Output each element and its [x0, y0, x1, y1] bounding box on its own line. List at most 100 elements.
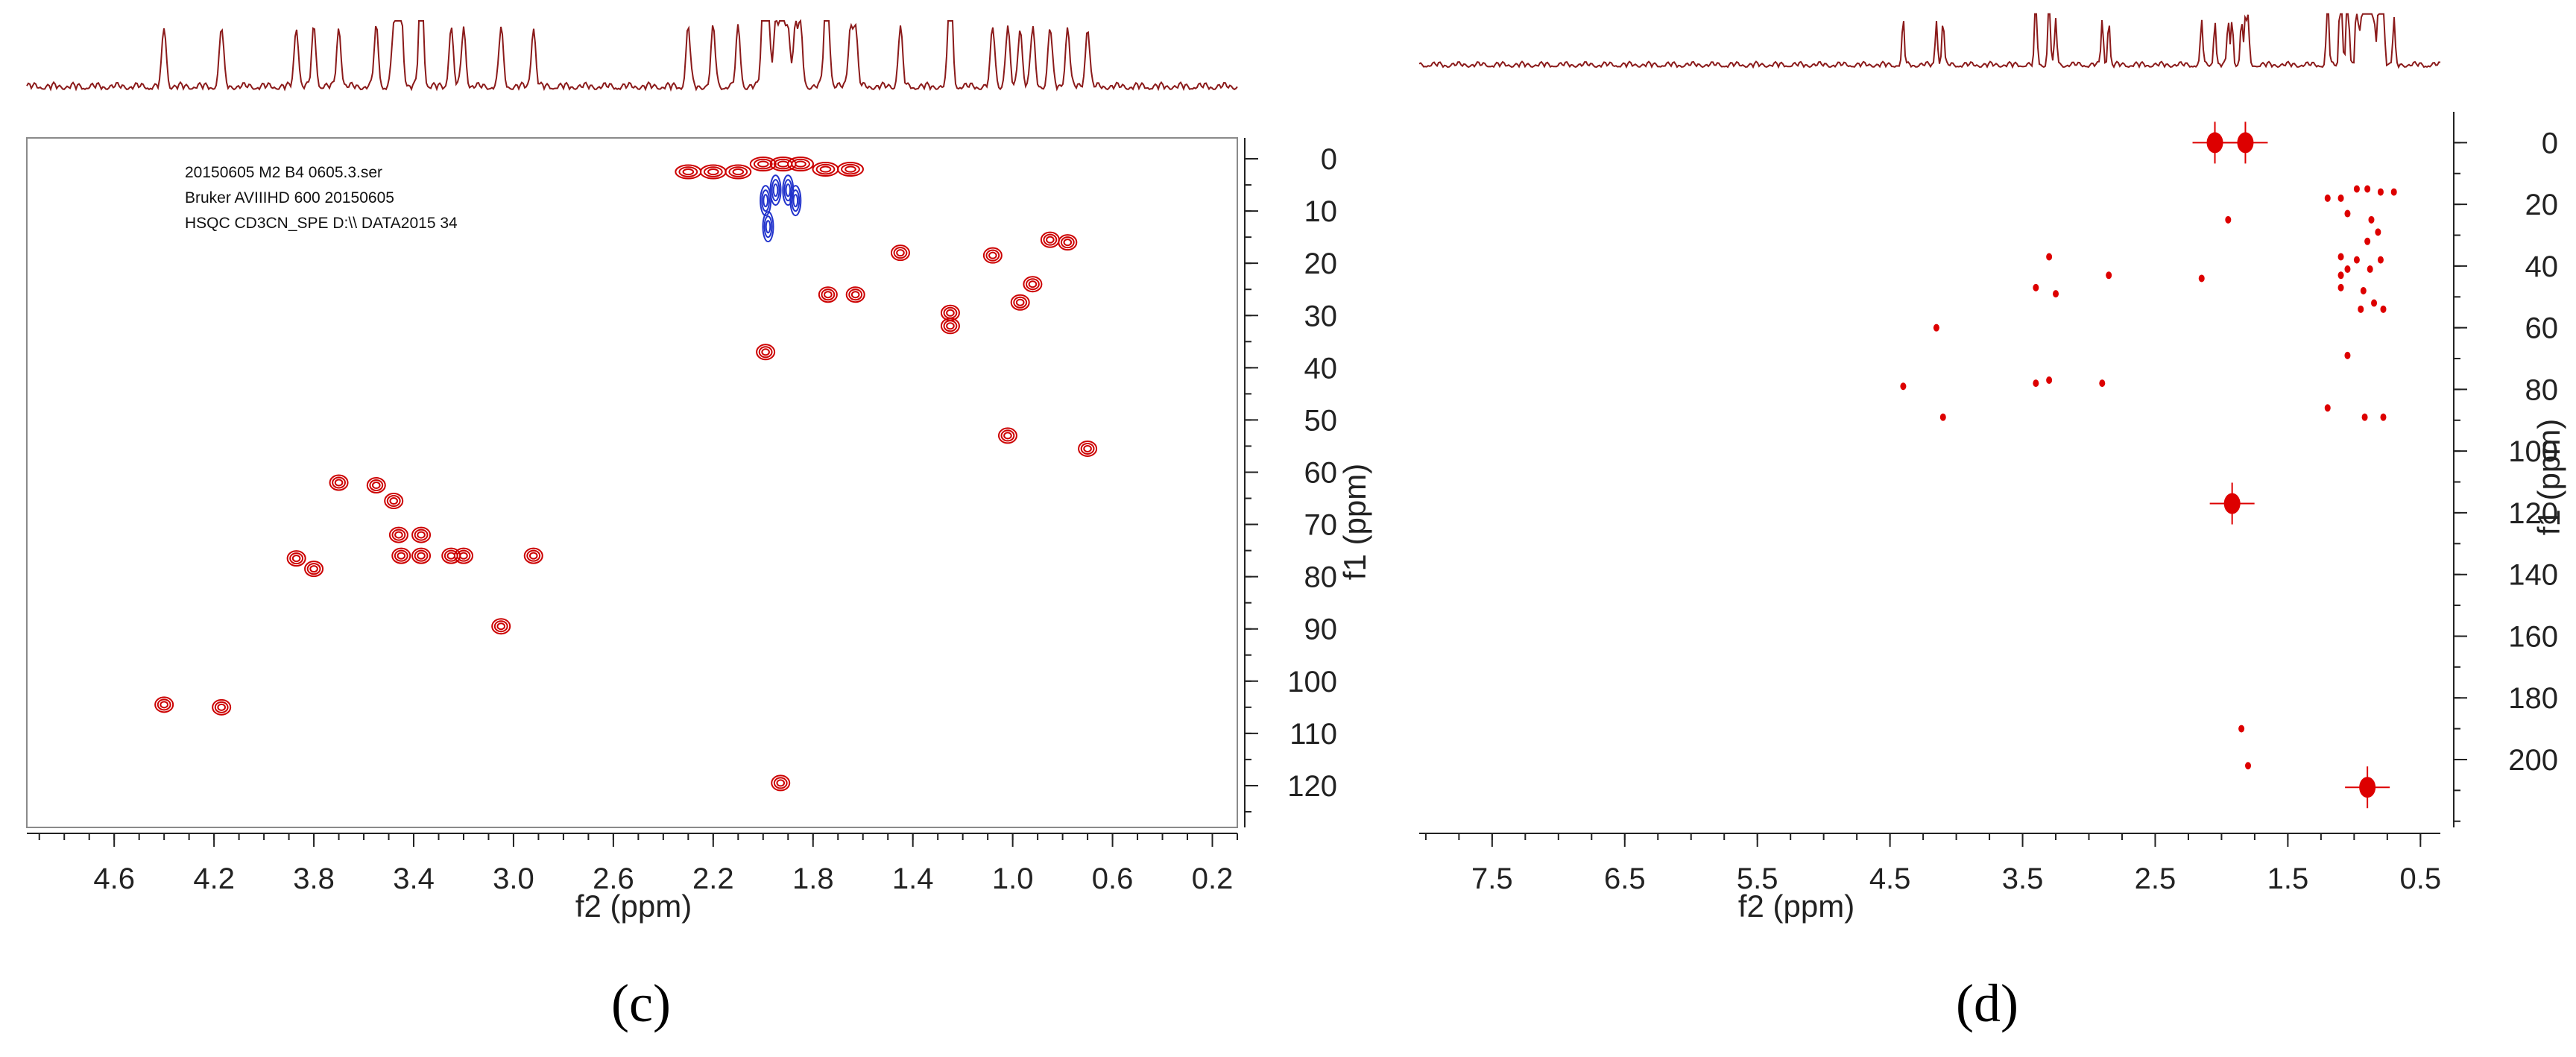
panel-c-y-tick-label: 50 — [1304, 404, 1338, 437]
panel-c-x-tick-label: 3.0 — [493, 862, 534, 895]
panel-d-positive-peak — [2377, 256, 2384, 264]
panel-d-x-tick-label: 3.5 — [2002, 862, 2044, 895]
panel-c-positive-peak — [1058, 234, 1078, 251]
panel-c-contour-ring — [1046, 236, 1055, 244]
panel-c-contour-ring — [841, 163, 860, 175]
panel-c-contour-ring — [388, 526, 408, 543]
panel-d-y-tick-label: 200 — [2508, 744, 2558, 777]
panel-d-peak-dot — [2377, 256, 2384, 264]
panel-c-contour-ring — [982, 247, 1003, 264]
panel-d-positive-peak — [2198, 274, 2205, 283]
panel-d-plot-frame — [1419, 127, 2440, 827]
panel-c-contour-ring — [1000, 429, 1015, 442]
panel-c-contour-ring — [946, 322, 955, 330]
panel-c-positive-peak — [366, 477, 386, 494]
panel-d-peak-dot — [2380, 305, 2387, 313]
panel-c-contour-ring — [791, 158, 810, 170]
panel-c-contour-ring — [988, 251, 997, 259]
panel-c-y-tick-label: 90 — [1304, 613, 1338, 646]
panel-c-contour-ring — [789, 185, 802, 217]
panel-c-x-tick-label: 1.4 — [892, 862, 934, 895]
panel-d-peak-dot — [1900, 382, 1907, 391]
panel-d-peak-dot — [2377, 188, 2384, 196]
panel-c-contour-ring — [749, 157, 777, 172]
panel-c-x-tick-label: 0.2 — [1192, 862, 1234, 895]
panel-c-contour-ring — [411, 547, 432, 564]
panel-c-negative-peak — [782, 174, 795, 206]
panel-c-contour-ring — [815, 163, 836, 175]
panel-c-positive-peak — [756, 344, 776, 361]
panel-d-positive-peak — [2364, 237, 2371, 245]
panel-d-peak-dot — [2053, 290, 2059, 298]
panel-c-contour-ring — [785, 183, 792, 198]
panel-c-y-axis-title: f1 (ppm) — [1337, 464, 1372, 580]
panel-d-peak-dot — [2337, 283, 2344, 291]
panel-c-contour-ring — [1063, 239, 1073, 247]
panel-c-contour-ring — [526, 549, 541, 562]
panel-c-contour-ring — [414, 528, 429, 541]
panel-c-contour-ring — [757, 160, 769, 168]
panel-c-negative-peak — [769, 174, 782, 206]
panel-c-contour-ring — [414, 549, 429, 562]
panel-d-positive-peak — [2324, 194, 2331, 202]
panel-c-annotation-2: Bruker AVIIIHD 600 20150605 — [185, 189, 394, 206]
panel-c-contour-ring — [391, 547, 411, 564]
panel-d-positive-peak — [2046, 376, 2053, 384]
panel-c-positive-peak — [1078, 440, 1098, 457]
panel-d-positive-peak — [2337, 253, 2344, 261]
panel-c-contour-ring — [818, 286, 838, 303]
panel-d-y-tick-label: 140 — [2508, 559, 2558, 592]
panel-c-contour-ring — [386, 495, 401, 508]
panel-d-peak-dot — [2245, 762, 2252, 770]
panel-c-contour-ring — [782, 174, 795, 206]
panel-c-y-tick-label: 120 — [1287, 770, 1337, 803]
panel-c-contour-ring — [896, 249, 905, 257]
panel-c-y-tick-label: 30 — [1304, 300, 1338, 332]
panel-c-contour-ring — [1028, 280, 1038, 288]
panel-d-peak-dot — [2380, 413, 2387, 421]
panel-c-positive-peak — [523, 547, 543, 564]
panel-c-contour-ring — [761, 348, 770, 356]
panel-d-peak-dot — [2364, 185, 2371, 193]
panel-d-x-axis: 7.5 6.5 5.5 4.5 3.5 2.5 1.5 0.5 — [1419, 833, 2441, 895]
panel-c-contour-ring — [1023, 276, 1043, 293]
panel-c-contour-ring — [682, 168, 695, 176]
panel-d-positive-peak — [1900, 382, 1907, 391]
panel-c-contour-ring — [496, 622, 506, 631]
panel-d-positive-peak — [2368, 215, 2375, 224]
panel-c-contour-ring — [384, 493, 404, 510]
panel-c-y-axis: 0 10 20 30 40 50 60 70 80 90 100 110 120 — [1244, 138, 1338, 827]
panel-d-y-tick-label: 40 — [2525, 250, 2559, 283]
panel-c-contour-ring — [795, 160, 806, 168]
panel-c-positive-peak — [890, 244, 910, 262]
panel-c-contour-ring — [1013, 296, 1028, 309]
panel-c-x-tick-label: 0.6 — [1092, 862, 1134, 895]
panel-d-positive-peak — [2245, 762, 2252, 770]
panel-c-contour-ring — [394, 531, 403, 539]
panel-d-positive-peak — [2225, 215, 2232, 224]
panel-c-positive-peak — [304, 561, 324, 578]
panel-c-contour-ring — [1060, 236, 1075, 249]
panel-d-peak-dot — [2324, 194, 2331, 202]
panel-d-positive-peak — [1933, 324, 1939, 332]
panel-c-contour-ring — [523, 547, 543, 564]
panel-c-contour-ring — [771, 774, 791, 792]
panel-d-positive-peak — [2361, 413, 2368, 421]
panel-c-contour-ring — [707, 168, 719, 176]
panel-d-y-tick-label: 100 — [2508, 435, 2558, 468]
panel-d-label: (d) — [1956, 974, 2018, 1033]
panel-c-positive-peak — [940, 318, 960, 335]
panel-c-contour-ring — [792, 194, 799, 208]
panel-c-contour-ring — [411, 526, 432, 543]
panel-c-positive-peak — [724, 164, 752, 180]
panel-d-positive-peak — [2046, 253, 2053, 261]
panel-c-contour-ring — [940, 318, 960, 335]
panel-c-contour-ring — [762, 211, 774, 243]
panel-d-positive-peak — [2367, 265, 2373, 274]
panel-d-positive-peak — [2360, 287, 2367, 294]
panel-d-x-tick-label: 5.5 — [1737, 862, 1778, 895]
panel-c-contour-ring — [787, 157, 815, 172]
panel-c-contour-ring — [985, 249, 1000, 262]
panel-d-positive-peak — [2337, 283, 2344, 291]
